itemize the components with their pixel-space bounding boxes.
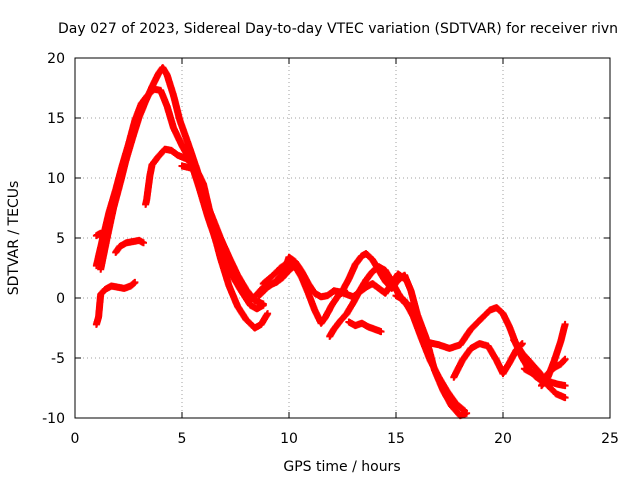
point-markers xyxy=(450,340,526,381)
x-tick-label: 25 xyxy=(601,431,619,447)
point-markers xyxy=(92,229,111,241)
x-tick-label: 20 xyxy=(494,431,512,447)
grid-lines xyxy=(75,58,610,418)
x-tick-label: 15 xyxy=(387,431,405,447)
y-axis-label: SDTVAR / TECUs xyxy=(6,181,22,296)
y-tick-label: 0 xyxy=(56,291,65,307)
series-arc-3 xyxy=(92,278,139,328)
x-tick-label: 5 xyxy=(178,431,187,447)
y-tick-label: -5 xyxy=(51,351,65,367)
x-tick-label: 0 xyxy=(71,431,80,447)
y-tick-label: 20 xyxy=(47,51,65,67)
series-arc-7 xyxy=(178,162,272,332)
point-markers xyxy=(178,162,272,332)
data-points xyxy=(92,64,569,420)
point-markers xyxy=(345,318,385,336)
series-arc-12 xyxy=(345,318,385,336)
x-tick-label: 10 xyxy=(280,431,298,447)
series-arc-15 xyxy=(450,340,526,381)
series-arc-4 xyxy=(112,236,147,256)
axis-ticks: 0 5 10 15 20 25 -10 -5 0 5 10 15 20 xyxy=(42,51,619,447)
y-tick-label: 10 xyxy=(47,171,65,187)
x-axis-label: GPS time / hours xyxy=(283,459,400,475)
point-markers xyxy=(92,278,139,328)
chart-title: Day 027 of 2023, Sidereal Day-to-day VTE… xyxy=(58,21,618,37)
series-arc-13 xyxy=(392,292,468,415)
point-markers xyxy=(538,320,569,390)
y-tick-label: 15 xyxy=(47,111,65,127)
point-markers xyxy=(259,258,349,327)
y-tick-label: 5 xyxy=(56,231,65,247)
point-markers xyxy=(392,292,468,415)
series-arc-18 xyxy=(538,320,569,390)
y-tick-label: -10 xyxy=(42,411,65,427)
series-arc-6 xyxy=(92,229,111,241)
point-markers xyxy=(112,236,147,256)
series-arc-9 xyxy=(259,258,349,327)
